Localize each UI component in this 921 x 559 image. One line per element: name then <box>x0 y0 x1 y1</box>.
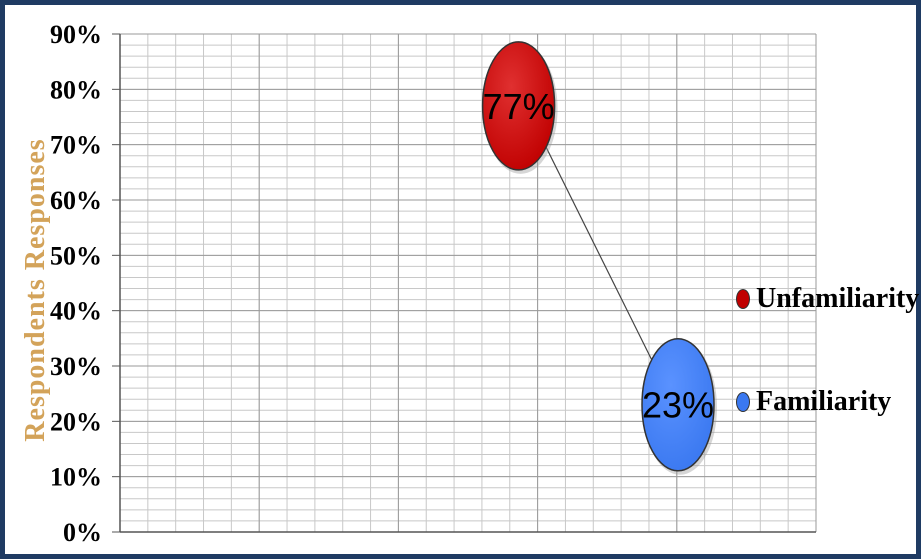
data-point-familiarity <box>641 337 715 472</box>
y-tick-labels: 0% 10% 20% 30% 40% 50% 60% 70% 80% 90% <box>50 20 120 547</box>
legend-item-familiarity: Familiarity <box>736 386 891 418</box>
y-tick-label: 40% <box>50 297 102 326</box>
y-tick-label: 70% <box>50 131 102 160</box>
y-tick-label: 60% <box>50 186 102 215</box>
legend-marker-blue <box>736 392 750 412</box>
legend-label-unfamiliarity: Unfamiliarity <box>756 283 920 314</box>
data-label-familiarity: 23% <box>642 385 714 426</box>
legend-item-unfamiliarity: Unfamiliarity <box>736 283 919 315</box>
y-tick-label: 0% <box>63 518 102 547</box>
y-tick-label: 90% <box>50 20 102 49</box>
y-tick-label: 50% <box>50 241 102 270</box>
data-point-unfamiliarity <box>481 41 556 171</box>
legend-label-familiarity: Familiarity <box>756 386 892 417</box>
data-label-unfamiliarity: 77% <box>483 86 555 127</box>
connecting-line <box>526 107 676 408</box>
y-tick-label: 80% <box>50 75 102 104</box>
data-points: 77% 23% <box>481 41 717 475</box>
legend-marker-red <box>736 289 750 309</box>
major-gridlines <box>119 33 817 533</box>
y-tick-label: 10% <box>50 463 102 492</box>
minor-gridlines <box>119 33 817 533</box>
y-tick-label: 20% <box>50 407 102 436</box>
y-tick-label: 30% <box>50 352 102 381</box>
